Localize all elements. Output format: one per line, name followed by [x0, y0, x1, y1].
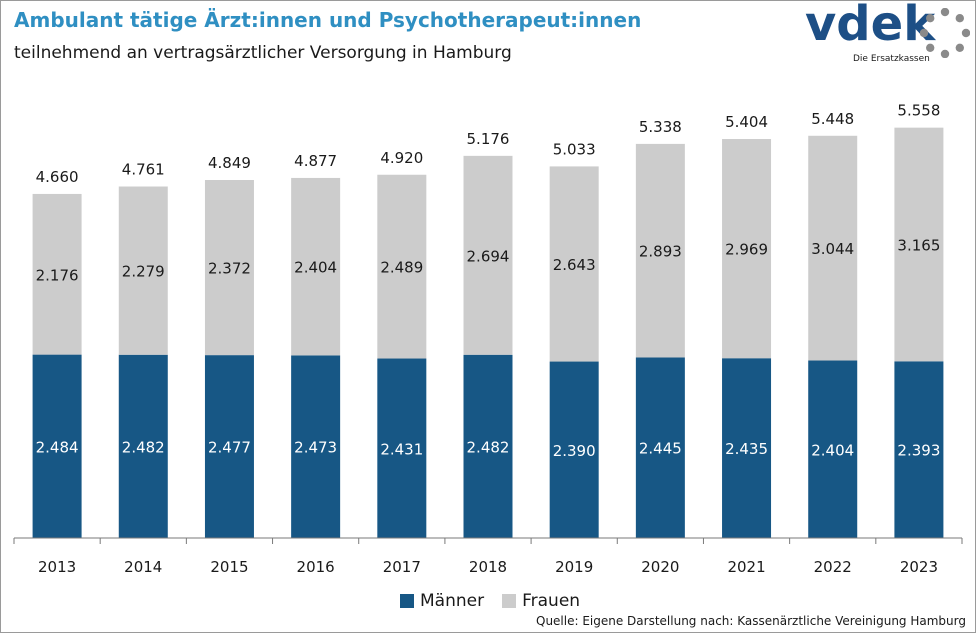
total-label-2018: 5.176	[467, 130, 510, 148]
bar-frauen-2016	[291, 177, 341, 356]
data-label-frauen-2014: 2.279	[122, 263, 165, 281]
legend-swatch-maenner	[400, 594, 414, 608]
data-label-frauen-2023: 3.165	[897, 236, 940, 254]
x-tick-label-2020: 2020	[641, 558, 679, 576]
data-label-maenner-2019: 2.390	[553, 442, 596, 460]
data-label-frauen-2020: 2.893	[639, 243, 682, 261]
legend-swatch-frauen	[502, 594, 517, 608]
data-label-maenner-2016: 2.473	[294, 439, 337, 457]
legend-item-frauen: Frauen	[502, 591, 580, 611]
total-label-2017: 4.920	[380, 149, 423, 167]
legend-label-frauen: Frauen	[522, 591, 581, 611]
total-label-2019: 5.033	[553, 140, 596, 158]
bar-frauen-2021	[722, 139, 772, 359]
x-tick-label-2014: 2014	[124, 558, 162, 576]
data-label-maenner-2023: 2.393	[897, 442, 940, 460]
x-tick-label-2016: 2016	[297, 558, 335, 576]
bar-maenner-2022	[808, 360, 858, 538]
data-label-frauen-2019: 2.643	[553, 256, 596, 274]
chart-subtitle: teilnehmend an vertragsärztlicher Versor…	[14, 43, 512, 63]
bar-maenner-2016	[291, 355, 341, 538]
data-label-maenner-2014: 2.482	[122, 438, 165, 456]
legend: Männer Frauen	[400, 590, 598, 612]
bar-frauen-2017	[377, 174, 427, 359]
bar-frauen-2018	[463, 155, 513, 355]
total-label-2015: 4.849	[208, 154, 251, 172]
data-label-frauen-2022: 3.044	[811, 240, 854, 258]
data-label-maenner-2021: 2.435	[725, 440, 768, 458]
data-label-maenner-2020: 2.445	[639, 440, 682, 458]
bar-maenner-2020	[635, 357, 685, 538]
total-label-2020: 5.338	[639, 118, 682, 136]
logo-tagline: Die Ersatzkassen	[853, 54, 930, 64]
total-label-2022: 5.448	[811, 110, 854, 128]
bar-maenner-2018	[463, 354, 513, 538]
bar-maenner-2014	[118, 354, 168, 538]
data-label-frauen-2017: 2.489	[380, 259, 423, 277]
data-label-maenner-2015: 2.477	[208, 439, 251, 457]
data-label-frauen-2021: 2.969	[725, 241, 768, 259]
x-tick-label-2015: 2015	[210, 558, 248, 576]
legend-label-maenner: Männer	[420, 591, 485, 611]
logo-wordmark: vdek	[805, 0, 936, 52]
x-tick-label-2021: 2021	[727, 558, 765, 576]
vdek-logo: vdek Die Ersatzkassen	[805, 0, 971, 66]
x-tick-label-2023: 2023	[900, 558, 938, 576]
bar-frauen-2020	[635, 143, 685, 358]
chart-title: Ambulant tätige Ärzt:innen und Psychothe…	[14, 8, 642, 32]
data-label-frauen-2016: 2.404	[294, 259, 337, 277]
bar-frauen-2015	[204, 179, 254, 356]
bar-maenner-2017	[377, 358, 427, 538]
bar-maenner-2019	[549, 361, 599, 538]
bar-maenner-2021	[722, 358, 772, 538]
total-label-2021: 5.404	[725, 113, 768, 131]
bar-frauen-2022	[808, 135, 858, 361]
bar-maenner-2013	[32, 354, 82, 538]
data-label-maenner-2013: 2.484	[36, 438, 79, 456]
bar-maenner-2023	[894, 361, 944, 538]
data-label-frauen-2018: 2.694	[467, 247, 510, 265]
data-label-frauen-2015: 2.372	[208, 260, 251, 278]
total-label-2013: 4.660	[36, 168, 79, 186]
legend-item-maenner: Männer	[400, 591, 484, 611]
x-tick-label-2019: 2019	[555, 558, 593, 576]
total-label-2014: 4.761	[122, 160, 165, 178]
bar-maenner-2015	[204, 355, 254, 538]
data-label-frauen-2013: 2.176	[36, 266, 79, 284]
x-tick-label-2017: 2017	[383, 558, 421, 576]
x-tick-label-2013: 2013	[38, 558, 76, 576]
data-label-maenner-2022: 2.404	[811, 441, 854, 459]
logo-ring-icon	[919, 7, 971, 62]
bar-frauen-2013	[32, 193, 82, 355]
total-label-2016: 4.877	[294, 152, 337, 170]
x-tick-label-2018: 2018	[469, 558, 507, 576]
bar-frauen-2019	[549, 166, 599, 362]
x-tick-label-2022: 2022	[814, 558, 852, 576]
bar-frauen-2014	[118, 186, 168, 355]
bar-frauen-2023	[894, 127, 944, 362]
data-label-maenner-2018: 2.482	[467, 438, 510, 456]
source-note: Quelle: Eigene Darstellung nach: Kassenä…	[536, 614, 966, 628]
total-label-2023: 5.558	[897, 102, 940, 120]
data-label-maenner-2017: 2.431	[380, 440, 423, 458]
